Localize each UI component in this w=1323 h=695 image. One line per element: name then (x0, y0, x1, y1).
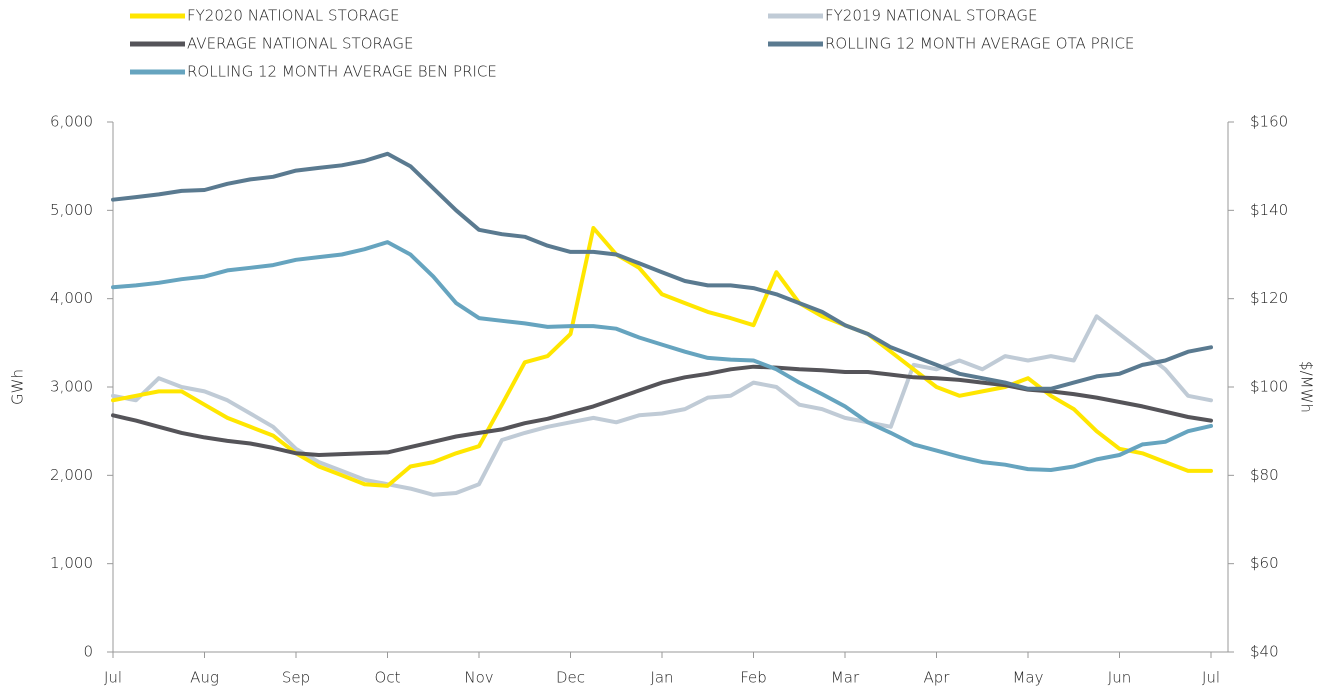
x-tick-label: Dec (556, 669, 585, 687)
x-tick-label: Feb (740, 669, 767, 687)
x-tick-label: Aug (190, 669, 219, 687)
y-tick-label: 2,000 (50, 466, 93, 484)
legend-label: FY2020 NATIONAL STORAGE (187, 7, 399, 25)
x-tick-label: Jan (650, 669, 673, 687)
y2-tick-label: $140 (1250, 201, 1288, 219)
y-tick-label: 5,000 (50, 201, 93, 219)
y2-tick-label: $160 (1250, 113, 1288, 131)
y2-tick-label: $120 (1250, 289, 1288, 307)
y2-tick-label: $100 (1250, 378, 1288, 396)
y-tick-label: 6,000 (50, 113, 93, 131)
x-tick-label: Jul (1202, 669, 1220, 687)
y-tick-label: 3,000 (50, 378, 93, 396)
y-axis-label: GWh (9, 369, 27, 405)
legend-label: ROLLING 12 MONTH AVERAGE BEN PRICE (187, 63, 497, 81)
series-line (111, 240, 1213, 472)
series-line (111, 151, 1213, 391)
x-tick-label: May (1012, 669, 1043, 687)
series-line (111, 364, 1213, 457)
y2-axis-label: $/MWh (1298, 361, 1316, 413)
y-tick-label: 0 (83, 643, 93, 661)
y-tick-label: 1,000 (50, 554, 93, 572)
y-tick-label: 4,000 (50, 289, 93, 307)
x-tick-label: Nov (464, 669, 493, 687)
y2-tick-label: $40 (1250, 643, 1279, 661)
x-tick-label: Apr (924, 669, 951, 687)
y2-tick-label: $60 (1250, 554, 1279, 572)
legend-label: FY2019 NATIONAL STORAGE (825, 7, 1037, 25)
legend-label: ROLLING 12 MONTH AVERAGE OTA PRICE (825, 35, 1134, 53)
x-tick-label: Jun (1108, 669, 1131, 687)
legend-label: AVERAGE NATIONAL STORAGE (187, 35, 413, 53)
x-tick-label: Jul (104, 669, 122, 687)
series-line (111, 314, 1213, 497)
x-tick-label: Oct (375, 669, 401, 687)
x-tick-label: Sep (282, 669, 310, 687)
y2-tick-label: $80 (1250, 466, 1279, 484)
x-tick-label: Mar (831, 669, 860, 687)
